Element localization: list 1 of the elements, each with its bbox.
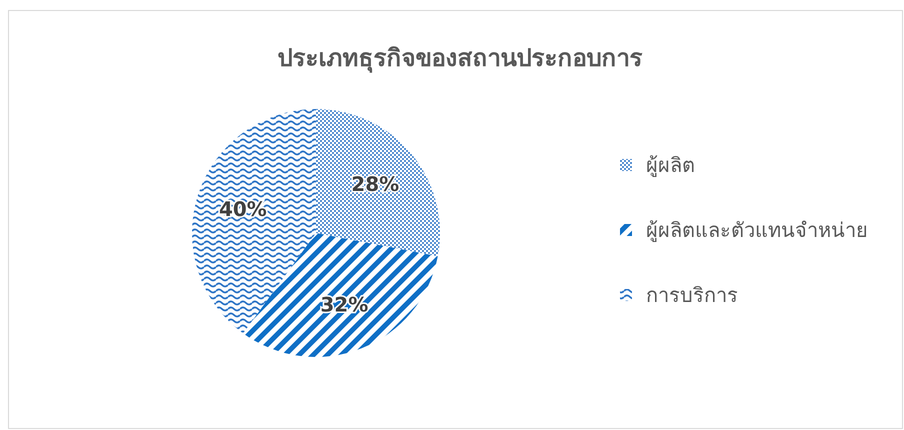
title: ประเภทธุรกิจของสถานประกอบการ: [278, 44, 642, 72]
